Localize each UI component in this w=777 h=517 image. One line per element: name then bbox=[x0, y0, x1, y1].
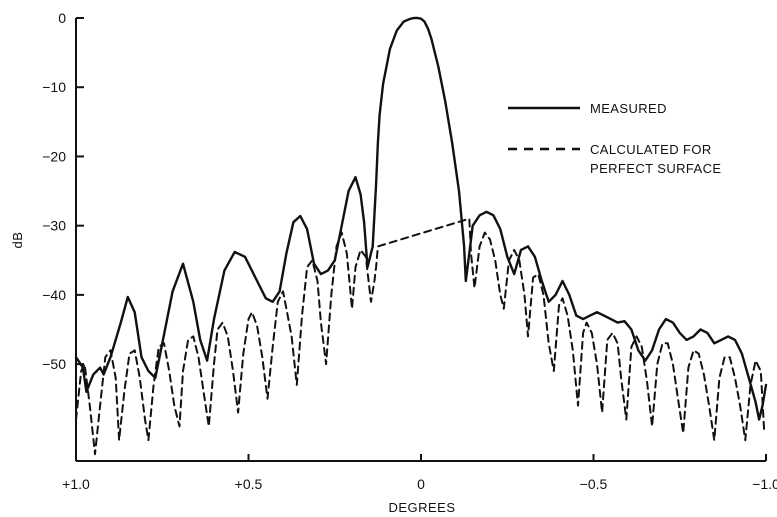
y-axis-label: dB bbox=[10, 232, 25, 249]
measured-series-line bbox=[74, 16, 768, 421]
y-axis-ticks: 0 −10 −20 −30 −40 −50 bbox=[42, 10, 84, 372]
legend: MEASURED CALCULATED FOR PERFECT SURFACE bbox=[508, 101, 721, 176]
x-axis-ticks: +1.0 +0.5 0 −0.5 −1.0 bbox=[62, 454, 777, 492]
axes bbox=[75, 18, 766, 462]
y-tick-label: −50 bbox=[42, 356, 66, 372]
y-tick-label: −30 bbox=[42, 218, 66, 234]
series-lines bbox=[74, 16, 768, 456]
x-tick-label: −0.5 bbox=[580, 476, 608, 492]
legend-measured-label: MEASURED bbox=[590, 101, 667, 116]
legend-calculated-label-line2: PERFECT SURFACE bbox=[590, 161, 721, 176]
x-tick-label: 0 bbox=[417, 476, 425, 492]
x-tick-label: −1.0 bbox=[752, 476, 777, 492]
x-tick-label: +0.5 bbox=[235, 476, 263, 492]
y-tick-label: −10 bbox=[42, 79, 66, 95]
x-tick-label: +1.0 bbox=[62, 476, 90, 492]
calculated-series-line bbox=[75, 217, 766, 456]
y-tick-label: 0 bbox=[58, 10, 66, 26]
y-tick-label: −20 bbox=[42, 148, 66, 164]
y-tick-label: −40 bbox=[42, 287, 66, 303]
legend-calculated-label-line1: CALCULATED FOR bbox=[590, 142, 712, 157]
x-axis-label: DEGREES bbox=[388, 500, 455, 515]
